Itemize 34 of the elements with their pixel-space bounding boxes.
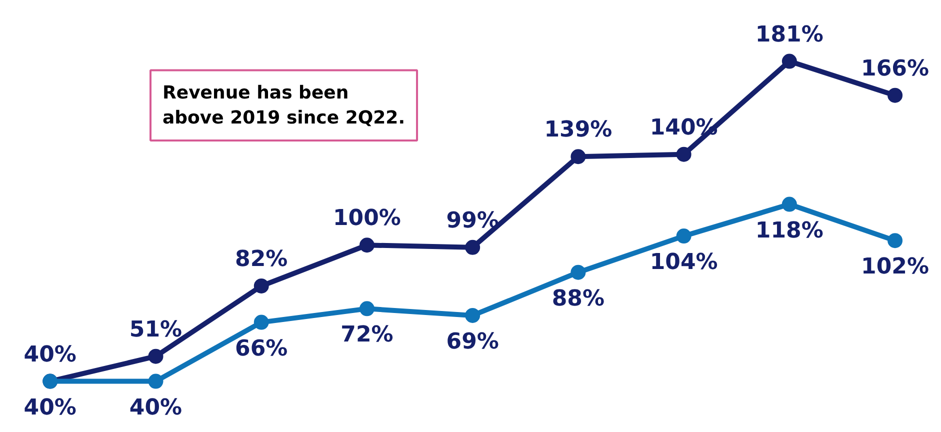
- data-label: 88%: [552, 286, 605, 312]
- point: [676, 146, 692, 162]
- point: [676, 228, 692, 244]
- point: [570, 149, 586, 164]
- point: [148, 348, 164, 364]
- data-label: 40%: [24, 342, 76, 368]
- data-label: 99%: [446, 208, 499, 234]
- point: [570, 264, 586, 280]
- point: [888, 233, 903, 248]
- point: [359, 301, 374, 316]
- data-label: 69%: [446, 329, 499, 354]
- data-label: 100%: [332, 206, 401, 232]
- point: [254, 314, 269, 330]
- point: [148, 374, 164, 389]
- point: [254, 278, 269, 294]
- data-label: 139%: [544, 118, 612, 143]
- data-label: 104%: [650, 250, 718, 276]
- data-label: 118%: [755, 218, 824, 244]
- data-label: 166%: [861, 56, 930, 82]
- point: [782, 54, 797, 69]
- point: [465, 308, 480, 323]
- data-label: 72%: [340, 322, 394, 348]
- data-label: 40%: [129, 395, 182, 420]
- point: [888, 88, 903, 103]
- data-label: 51%: [129, 317, 182, 342]
- annotation: Revenue has been above 2019 since 2Q22.: [162, 82, 406, 128]
- point: [359, 238, 374, 253]
- data-label: 66%: [235, 336, 288, 362]
- data-label: 102%: [861, 254, 930, 280]
- data-label: 40%: [24, 395, 76, 420]
- data-label: 181%: [755, 22, 824, 48]
- point: [465, 240, 480, 255]
- data-label: 82%: [235, 246, 288, 272]
- point: [782, 196, 797, 212]
